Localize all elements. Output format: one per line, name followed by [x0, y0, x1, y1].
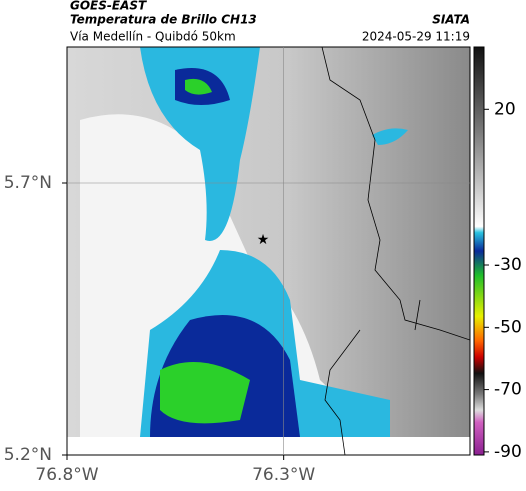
x-tick-label: 76.8°W — [35, 465, 98, 485]
colorbar-label: 20 — [494, 99, 516, 119]
cloud-cyan-n — [140, 47, 260, 241]
colorbar-label: -70 — [494, 380, 522, 400]
imagery — [67, 47, 470, 455]
cloud-cyan-e — [372, 128, 408, 145]
cloud-green-n — [185, 78, 212, 95]
y-tick-label: 5.7°N — [4, 173, 52, 193]
colorbar — [473, 46, 485, 456]
border — [321, 47, 470, 455]
colorbar-label: -90 — [494, 442, 522, 462]
org: SIATA — [432, 13, 470, 27]
y-tick-label: 5.2°N — [4, 445, 52, 465]
star-marker: ★ — [257, 232, 270, 248]
source: GOES-EAST — [70, 0, 147, 13]
colorbar-label: -50 — [494, 317, 522, 337]
map-frame — [66, 46, 471, 456]
title: Temperatura de Brillo CH13 — [70, 13, 257, 27]
colorbar-label: -30 — [494, 255, 522, 275]
cloud-green — [160, 362, 250, 424]
x-tick-label: 76.3°W — [252, 465, 315, 485]
no-data — [67, 437, 470, 455]
datetime: 2024-05-29 11:19 — [362, 30, 470, 44]
subtitle: Vía Medellín - Quibdó 50km — [70, 30, 236, 44]
